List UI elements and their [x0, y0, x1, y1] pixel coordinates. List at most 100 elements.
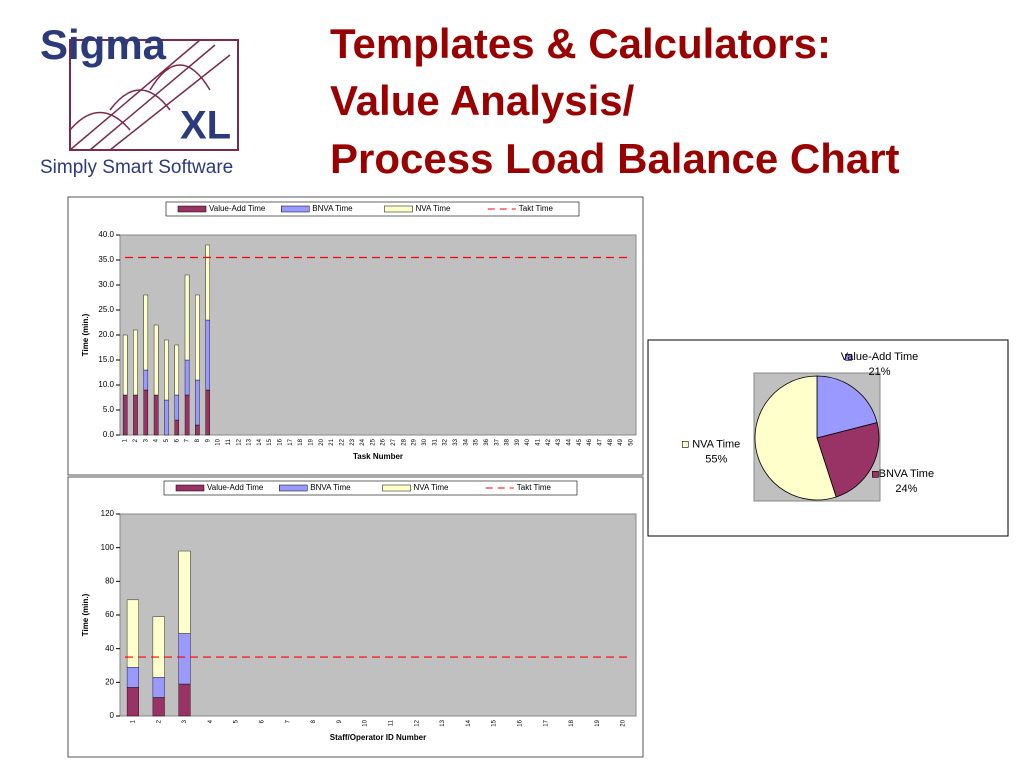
x-tick-label: 38: [505, 438, 511, 445]
y-tick-label: 30.0: [98, 280, 114, 289]
x-tick-label: 1: [123, 438, 129, 442]
bar-segment: [205, 389, 210, 436]
x-tick-label: 20: [319, 438, 325, 445]
bar-segment: [143, 294, 149, 371]
x-axis-label: Staff/Operator ID Number: [330, 733, 426, 742]
pie-label: Value-Add Time: [841, 351, 918, 363]
y-axis-label: Time (min.): [81, 593, 90, 636]
y-tick-label: 100: [101, 543, 115, 552]
y-tick-label: 20.0: [98, 330, 114, 339]
y-tick-label: 60: [105, 610, 114, 619]
bar-segment: [126, 599, 139, 668]
x-tick-label: 9: [205, 438, 211, 442]
bar-segment: [174, 419, 180, 436]
pie-label-swatch: [681, 441, 689, 448]
title-line: Templates & Calculators:: [330, 20, 831, 67]
bar-segment: [164, 339, 169, 401]
bar-segment: [184, 394, 190, 436]
x-tick-label: 32: [443, 438, 449, 445]
x-tick-label: 36: [484, 438, 490, 445]
x-tick-label: 14: [466, 719, 472, 726]
x-tick-label: 11: [388, 719, 394, 726]
bar-segment: [178, 550, 191, 634]
title-line: Process Load Balance Chart: [330, 135, 900, 182]
x-tick-label: 50: [628, 438, 634, 445]
bar-segment: [153, 394, 159, 436]
y-axis-label: Time (min.): [81, 313, 90, 356]
bar-segment: [133, 394, 138, 436]
legend-label: Value-Add Time: [207, 483, 264, 492]
y-tick-label: 40: [105, 644, 114, 653]
x-tick-label: 10: [363, 719, 369, 726]
x-tick-label: 27: [391, 438, 397, 445]
x-tick-label: 6: [174, 438, 180, 442]
y-tick-label: 20: [105, 677, 114, 686]
x-tick-label: 7: [285, 719, 291, 723]
x-tick-label: 20: [621, 719, 627, 726]
x-tick-label: 2: [156, 719, 162, 723]
bar-segment: [153, 324, 159, 396]
x-tick-label: 47: [597, 438, 603, 445]
x-tick-label: 19: [595, 719, 601, 726]
x-tick-label: 43: [556, 438, 562, 445]
x-tick-label: 4: [208, 719, 214, 723]
legend-label: BNVA Time: [310, 483, 351, 492]
pie-label: NVA Time: [692, 438, 740, 450]
bar-segment: [152, 616, 165, 678]
x-tick-label: 46: [587, 438, 593, 445]
y-tick-label: 120: [101, 509, 115, 518]
bar-segment: [195, 379, 200, 426]
y-tick-label: 10.0: [98, 380, 114, 389]
bar-segment: [143, 369, 149, 391]
y-tick-label: 15.0: [98, 355, 114, 364]
x-tick-label: 17: [288, 438, 294, 445]
legend-swatch: [384, 205, 413, 213]
x-tick-label: 15: [267, 438, 273, 445]
pie-label: BNVA Time: [879, 468, 934, 480]
x-tick-label: 13: [440, 719, 446, 726]
bar-segment: [133, 329, 138, 396]
pie-label-swatch: [872, 471, 879, 478]
pie-label-swatch: [845, 354, 852, 361]
bar-segment: [195, 424, 200, 436]
x-tick-label: 9: [337, 719, 343, 723]
logo-text: Sigma: [40, 21, 167, 68]
pie-slice: [754, 375, 837, 501]
x-tick-label: 44: [566, 438, 572, 445]
bar-segment: [184, 359, 190, 396]
x-tick-label: 23: [350, 438, 356, 445]
x-tick-label: 48: [608, 438, 614, 445]
x-tick-label: 3: [143, 438, 149, 442]
legend-label: BNVA Time: [312, 204, 353, 213]
x-tick-label: 12: [414, 719, 420, 726]
legend-box: [165, 201, 580, 217]
legend-label: Takt Time: [519, 204, 554, 213]
x-tick-label: 22: [339, 438, 345, 445]
y-tick-label: 25.0: [98, 305, 114, 314]
x-tick-label: 35: [474, 438, 480, 445]
x-tick-label: 31: [432, 438, 438, 445]
x-tick-label: 15: [492, 719, 498, 726]
bar-segment: [152, 677, 165, 698]
bar-segment: [152, 697, 165, 717]
x-axis-label: Task Number: [353, 452, 403, 461]
x-tick-label: 8: [311, 719, 317, 723]
legend-label: NVA Time: [416, 204, 452, 213]
y-tick-label: 80: [105, 576, 114, 585]
x-tick-label: 45: [577, 438, 583, 445]
bar-segment: [126, 687, 139, 717]
bar-segment: [174, 394, 180, 421]
legend-label: NVA Time: [414, 483, 450, 492]
x-tick-label: 40: [525, 438, 531, 445]
legend-swatch: [382, 484, 411, 492]
y-tick-label: 40.0: [98, 230, 114, 239]
logo-curves: [69, 39, 231, 151]
x-tick-label: 25: [370, 438, 376, 445]
bar-segment: [195, 294, 200, 381]
x-tick-label: 16: [278, 438, 284, 445]
x-tick-label: 19: [308, 438, 314, 445]
legend-box: [163, 480, 578, 496]
y-tick-label: 5.0: [103, 405, 115, 414]
x-tick-label: 34: [463, 438, 469, 445]
